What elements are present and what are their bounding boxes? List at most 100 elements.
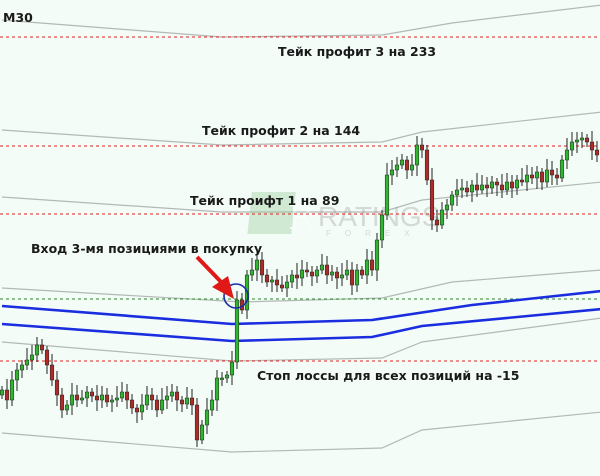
candle-body	[29, 354, 35, 361]
candle	[294, 263, 300, 289]
candle	[449, 191, 455, 211]
candle-body	[89, 391, 95, 397]
candle	[399, 154, 405, 169]
candle-body	[209, 399, 215, 411]
candle-body	[414, 144, 420, 166]
candle-body	[324, 264, 330, 276]
candle-body	[454, 189, 460, 196]
candle-body	[584, 137, 590, 143]
entry-circle	[223, 283, 249, 309]
candle	[189, 389, 195, 415]
candle-body	[329, 271, 335, 276]
candle	[39, 339, 45, 354]
candle	[299, 260, 305, 286]
candle	[499, 174, 505, 198]
candle-body	[559, 159, 565, 179]
candle-body	[429, 179, 435, 221]
candle	[89, 388, 95, 402]
candle-body	[319, 264, 325, 271]
candle	[44, 346, 50, 374]
candle	[259, 252, 265, 283]
candle-body	[254, 259, 260, 271]
candle	[549, 161, 555, 185]
candle	[514, 175, 520, 195]
candle-body	[439, 209, 445, 226]
candle-body	[369, 259, 375, 271]
candle-body	[349, 269, 355, 286]
candle	[379, 210, 385, 248]
candle-body	[289, 274, 295, 283]
candle-body	[529, 174, 535, 179]
candle	[454, 179, 460, 206]
candle-body	[354, 269, 360, 286]
candle-body	[444, 204, 450, 211]
candle-body	[169, 391, 175, 397]
candle	[574, 132, 580, 153]
candle-body	[269, 279, 275, 283]
candle	[594, 141, 600, 162]
candle	[489, 176, 495, 194]
candle-body	[379, 214, 385, 241]
candle	[359, 266, 365, 279]
candle	[54, 371, 60, 406]
candle-body	[339, 274, 345, 279]
candle	[214, 370, 220, 411]
candle-body	[99, 394, 105, 401]
watermark-logo-letter: R	[288, 198, 315, 238]
candle	[204, 398, 210, 434]
candle-body	[129, 399, 135, 409]
candle-body	[434, 219, 440, 226]
candle	[164, 386, 170, 409]
candle	[264, 269, 270, 287]
candle	[174, 386, 180, 411]
candle	[154, 395, 160, 417]
candle	[344, 260, 350, 280]
candle	[569, 132, 575, 156]
candle	[444, 199, 450, 219]
band-line	[1, 4, 600, 38]
candle	[439, 202, 445, 229]
candle	[134, 404, 140, 423]
candle-body	[419, 144, 425, 151]
candle-body	[9, 379, 15, 401]
candle-body	[69, 394, 75, 406]
candle-body	[309, 271, 315, 277]
candle-body	[264, 274, 270, 283]
candle	[119, 382, 125, 402]
arrow-head-icon	[212, 276, 234, 299]
candle	[209, 390, 215, 416]
tp3-label: Тейк профит 3 на 233	[278, 44, 436, 59]
candle	[94, 385, 100, 411]
candle	[194, 398, 200, 447]
candle-body	[314, 269, 320, 277]
candle	[64, 400, 70, 415]
candle	[534, 166, 540, 189]
candle-body	[4, 389, 10, 401]
candle	[249, 258, 255, 281]
candle	[364, 249, 370, 284]
candle	[459, 179, 465, 198]
candle-body	[469, 184, 475, 193]
candle-body	[259, 259, 265, 276]
band-line	[1, 317, 600, 362]
candle-body	[574, 139, 580, 143]
candle-body	[274, 279, 280, 286]
candle-body	[424, 149, 430, 181]
candle	[404, 156, 410, 179]
candle	[524, 165, 530, 191]
candle-body	[179, 399, 185, 405]
candle	[234, 291, 240, 369]
candle-body	[139, 404, 145, 413]
candle-body	[94, 395, 100, 401]
candle-body	[569, 141, 575, 151]
candle-body	[194, 404, 200, 441]
candle	[99, 386, 105, 408]
candle	[394, 157, 400, 177]
candle-body	[79, 397, 85, 401]
candle-body	[519, 179, 525, 183]
moving-average-line	[1, 307, 600, 343]
candle	[354, 264, 360, 292]
candles	[0, 131, 600, 447]
band-line	[1, 111, 600, 146]
stop-loss-label: Стоп лоссы для всех позиций на -15	[257, 368, 519, 383]
